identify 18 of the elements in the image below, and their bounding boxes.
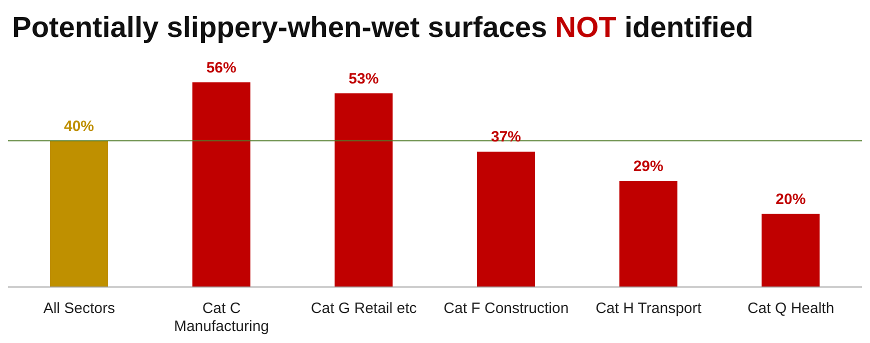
bar [192, 82, 250, 287]
bar [762, 214, 820, 287]
x-tick-label: Cat G Retail etc [310, 300, 418, 317]
x-tick-label: Cat Q Health [747, 300, 834, 317]
data-label: 29% [633, 158, 664, 175]
data-label: 40% [64, 118, 94, 135]
x-tick-label: Cat C Manufacturing [174, 300, 270, 335]
bar [619, 180, 678, 287]
bar [50, 140, 108, 287]
x-tick-label: Cat F Construction [444, 300, 569, 317]
bar [477, 152, 535, 287]
x-tick-label: All Sectors [43, 300, 116, 317]
data-label: 56% [206, 59, 236, 76]
x-tick-label: Cat H Transport [596, 300, 702, 317]
data-label: 20% [776, 190, 806, 208]
data-label: 53% [348, 70, 379, 88]
chart-title: Potentially slippery-when-wet surfaces NOT identified [12, 12, 754, 44]
bar [334, 93, 393, 287]
